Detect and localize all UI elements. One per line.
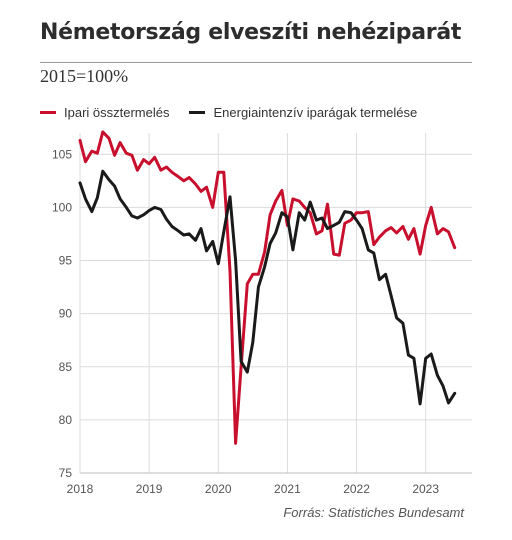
legend-item-industrial-output: Ipari össztermelés — [40, 105, 169, 120]
legend-swatch-black — [189, 110, 206, 114]
series-line-energy-intensive — [78, 169, 457, 406]
title-divider — [40, 62, 472, 63]
x-tick-label: 2022 — [343, 482, 370, 496]
legend-item-energy-intensive: Energiaintenzív iparágak termelése — [189, 105, 417, 120]
x-tick-label: 2020 — [205, 482, 232, 496]
legend-swatch-red — [40, 110, 56, 114]
y-tick-label: 75 — [59, 466, 73, 480]
x-tick-label: 2019 — [136, 482, 163, 496]
x-tick-label: 2018 — [67, 482, 94, 496]
page-title: Németország elveszíti nehéziparát — [40, 20, 462, 45]
x-tick-label: 2023 — [412, 482, 439, 496]
y-tick-label: 90 — [59, 307, 73, 321]
legend-label: Energiaintenzív iparágak termelése — [213, 104, 418, 120]
x-tick-label: 2021 — [274, 482, 301, 496]
y-tick-label: 85 — [59, 360, 73, 374]
chart-subtitle: 2015=100% — [40, 66, 129, 86]
chart-legend: Ipari össztermelés Energiaintenzív ipará… — [40, 103, 437, 121]
y-tick-label: 100 — [52, 200, 72, 214]
source-note: Forrás: Statistiches Bundesamt — [283, 505, 464, 520]
series-line-industrial-output — [78, 130, 457, 445]
y-tick-label: 105 — [52, 147, 72, 161]
y-tick-label: 95 — [59, 254, 73, 268]
legend-label: Ipari össztermelés — [64, 104, 170, 120]
y-tick-label: 80 — [59, 413, 73, 427]
